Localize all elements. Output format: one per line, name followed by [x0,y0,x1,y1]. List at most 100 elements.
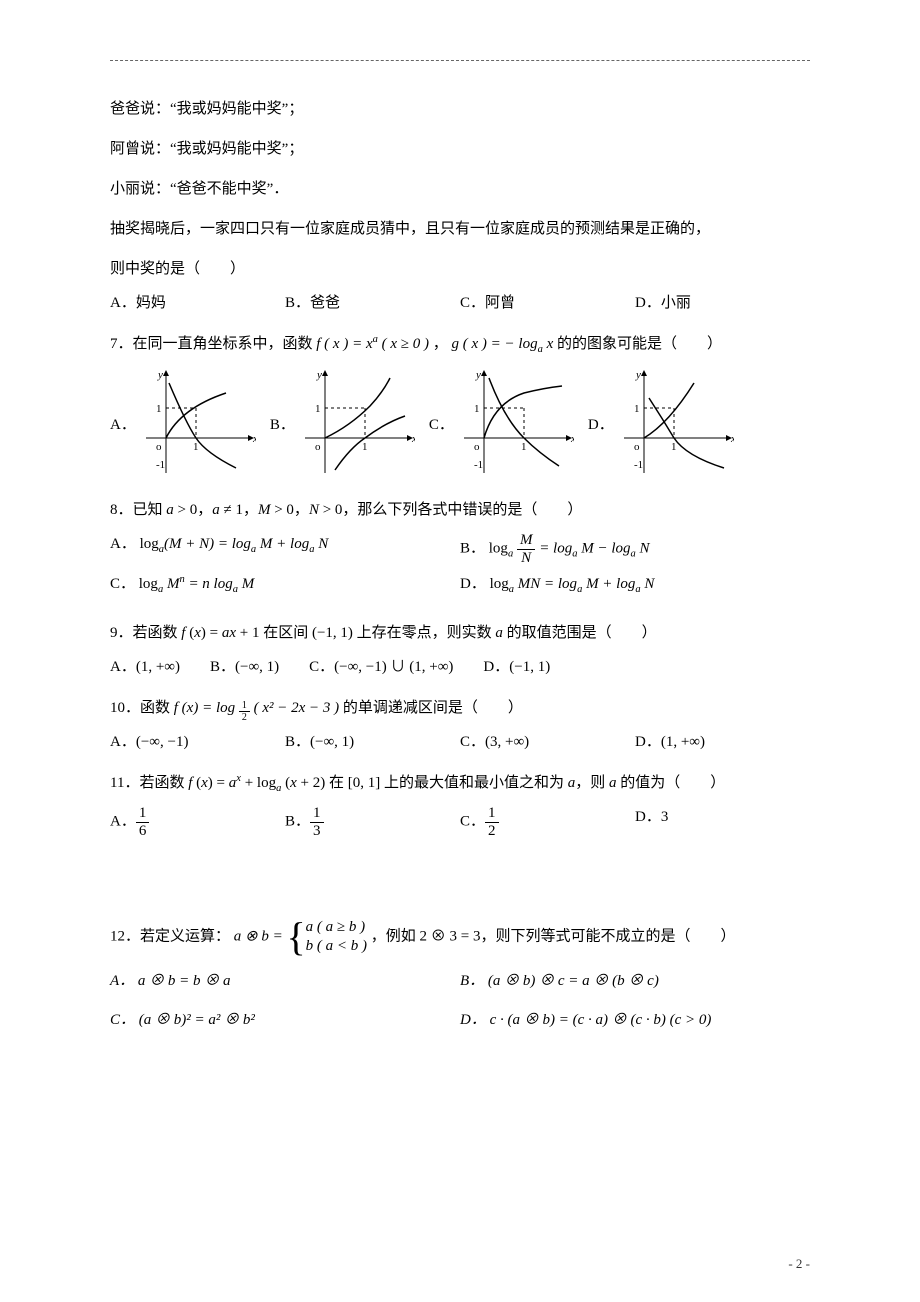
q11-a-lbl: A． [110,814,136,830]
q7-label-c: C． [429,413,454,434]
svg-text:x: x [411,433,415,445]
chart-a-icon: x y o 1 1 -1 [136,368,256,478]
q12-a: 12．若定义运算： [110,929,230,945]
q7-g: g ( x ) = − log [452,336,538,352]
q8-b-3: M − log [577,541,630,557]
q8-opt-d: D． loga MN = loga M + loga N [460,572,810,595]
svg-text:-1: -1 [474,459,483,471]
page-number: - 2 - [788,1256,810,1272]
q8-stem: 8．已知 a > 0，a ≠ 1，M > 0，N > 0，那么下列各式中错误的是… [110,492,810,528]
q11-a-n: 1 [136,805,150,823]
svg-text:1: 1 [156,403,162,415]
svg-text:o: o [156,441,162,453]
q7-comma: ， [433,336,448,352]
svg-text:-1: -1 [156,459,165,471]
q11-stem: 11．若函数 f (x) = ax + loga (x + 2) 在 [0, 1… [110,765,810,801]
svg-text:y: y [157,369,163,381]
chart-d-icon: x y o 1 1 -1 [614,368,734,478]
q11-b-lbl: B． [285,814,310,830]
q8-c-2: M [163,576,179,592]
q10-tail: 的单调递减区间是（ ） [343,700,523,716]
q9-opt-a: A．(1, +∞) [110,655,180,676]
q7-label-d: D． [588,413,614,434]
q7-f: f ( x ) = x [316,336,372,352]
chart-c-icon: x y o 1 1 -1 [454,368,574,478]
q12-ab: a ⊗ b = [234,929,287,945]
q8-d-4: N [641,576,655,592]
q11-b-d: 3 [310,823,324,840]
q11-b-n: 1 [310,805,324,823]
intro-result: 抽奖揭晓后，一家四口只有一位家庭成员猜中，且只有一位家庭成员的预测结果是正确的， [110,211,810,247]
q10-opt-a: A．(−∞, −1) [110,730,285,751]
svg-text:1: 1 [671,441,677,453]
chart-b-icon: x y o 1 1 [295,368,415,478]
q8-d-1: D． log [460,576,509,592]
q12-b: ，例如 2 ⊗ 3 = 3，则下列等式可能不成立的是（ ） [371,929,736,945]
q10-opt-c: C．(3, +∞) [460,730,635,751]
q6-opt-a: A．妈妈 [110,291,285,312]
q11-opt-b: B．13 [285,805,460,839]
q8-options: A． loga(M + N) = loga M + loga N B． loga… [110,532,810,601]
svg-text:1: 1 [315,403,321,415]
q7-tail: 的的图象可能是（ ） [557,336,722,352]
svg-text:x: x [730,433,734,445]
q12-stem: 12．若定义运算： a ⊗ b = { a ( a ≥ b ) b ( a < … [110,917,810,957]
q8-frac-d: N [517,550,536,567]
q8-a-2: (M + N) = log [164,536,251,552]
q10-f: f (x) = log [174,700,235,716]
q8-c-1: C． log [110,576,158,592]
svg-text:1: 1 [474,403,480,415]
svg-text:1: 1 [193,441,199,453]
svg-text:y: y [475,369,481,381]
q10-stem: 10．函数 f (x) = log 12 ( x² − 2x − 3 ) 的单调… [110,690,810,726]
q6-options: A．妈妈 B．爸爸 C．阿曾 D．小丽 [110,291,810,312]
q12-opt-a: A． a ⊗ b = b ⊗ a [110,969,460,990]
q8-opt-c: C． loga Mn = n loga M [110,572,460,595]
q8-b-4: N [636,541,650,557]
q8-opt-a: A． loga(M + N) = loga M + loga N [110,532,460,566]
svg-text:o: o [474,441,480,453]
q9-stem: 9．若函数 f (x) = ax + 1 在区间 (−1, 1) 上存在零点，则… [110,615,810,651]
q8-d-2: MN = log [514,576,577,592]
q10-arg: ( x² − 2x − 3 ) [254,700,340,716]
q12-case2: b ( a < b ) [306,937,367,957]
q8-b-1: B． log [460,541,508,557]
q11-opt-a: A．16 [110,805,285,839]
q9-opt-d: D．(−1, 1) [483,655,550,676]
q8-a-3: M + log [256,536,309,552]
svg-text:y: y [635,369,641,381]
q12-opt-d: D． c · (a ⊗ b) = (c · a) ⊗ (c · b) (c > … [460,1008,810,1029]
svg-text:1: 1 [362,441,368,453]
q11-a-d: 6 [136,823,150,840]
q10-options: A．(−∞, −1) B．(−∞, 1) C．(3, +∞) D．(1, +∞) [110,730,810,751]
svg-text:1: 1 [521,441,527,453]
q11-options: A．16 B．13 C．12 D．3 [110,805,810,839]
svg-text:o: o [634,441,640,453]
top-divider [110,60,810,61]
q8-c-4: M [238,576,254,592]
q12-options: A． a ⊗ b = b ⊗ a B． (a ⊗ b) ⊗ c = a ⊗ (b… [110,969,810,1035]
q9-options: A．(1, +∞) B．(−∞, 1) C．(−∞, −1) ∪ (1, +∞)… [110,655,810,676]
q12-opt-b: B． (a ⊗ b) ⊗ c = a ⊗ (b ⊗ c) [460,969,810,990]
q7-g2: x [543,336,557,352]
q12-case1: a ( a ≥ b ) [306,918,367,938]
q12-cases: { a ( a ≥ b ) b ( a < b ) [286,917,367,957]
q6-opt-d: D．小丽 [635,291,810,312]
q9-opt-b: B．(−∞, 1) [210,655,279,676]
svg-text:x: x [570,433,574,445]
q8-c-3: = n log [185,576,233,592]
q7-label-b: B． [270,413,295,434]
svg-text:x: x [252,433,256,445]
intro-dad: 爸爸说：“我或妈妈能中奖”； [110,91,810,127]
q7-cond: ( x ≥ 0 ) [378,336,429,352]
svg-text:y: y [316,369,322,381]
q7-charts: A． x y o 1 1 -1 B． x [110,368,810,478]
q8-b-2: = log [539,541,572,557]
q6-opt-b: B．爸爸 [285,291,460,312]
q8-opt-b: B． loga MN = loga M − loga N [460,532,810,566]
q11-c-n: 1 [485,805,499,823]
svg-text:1: 1 [634,403,640,415]
q8-frac-n: M [517,532,536,550]
q11-c-lbl: C． [460,814,485,830]
svg-text:-1: -1 [634,459,643,471]
